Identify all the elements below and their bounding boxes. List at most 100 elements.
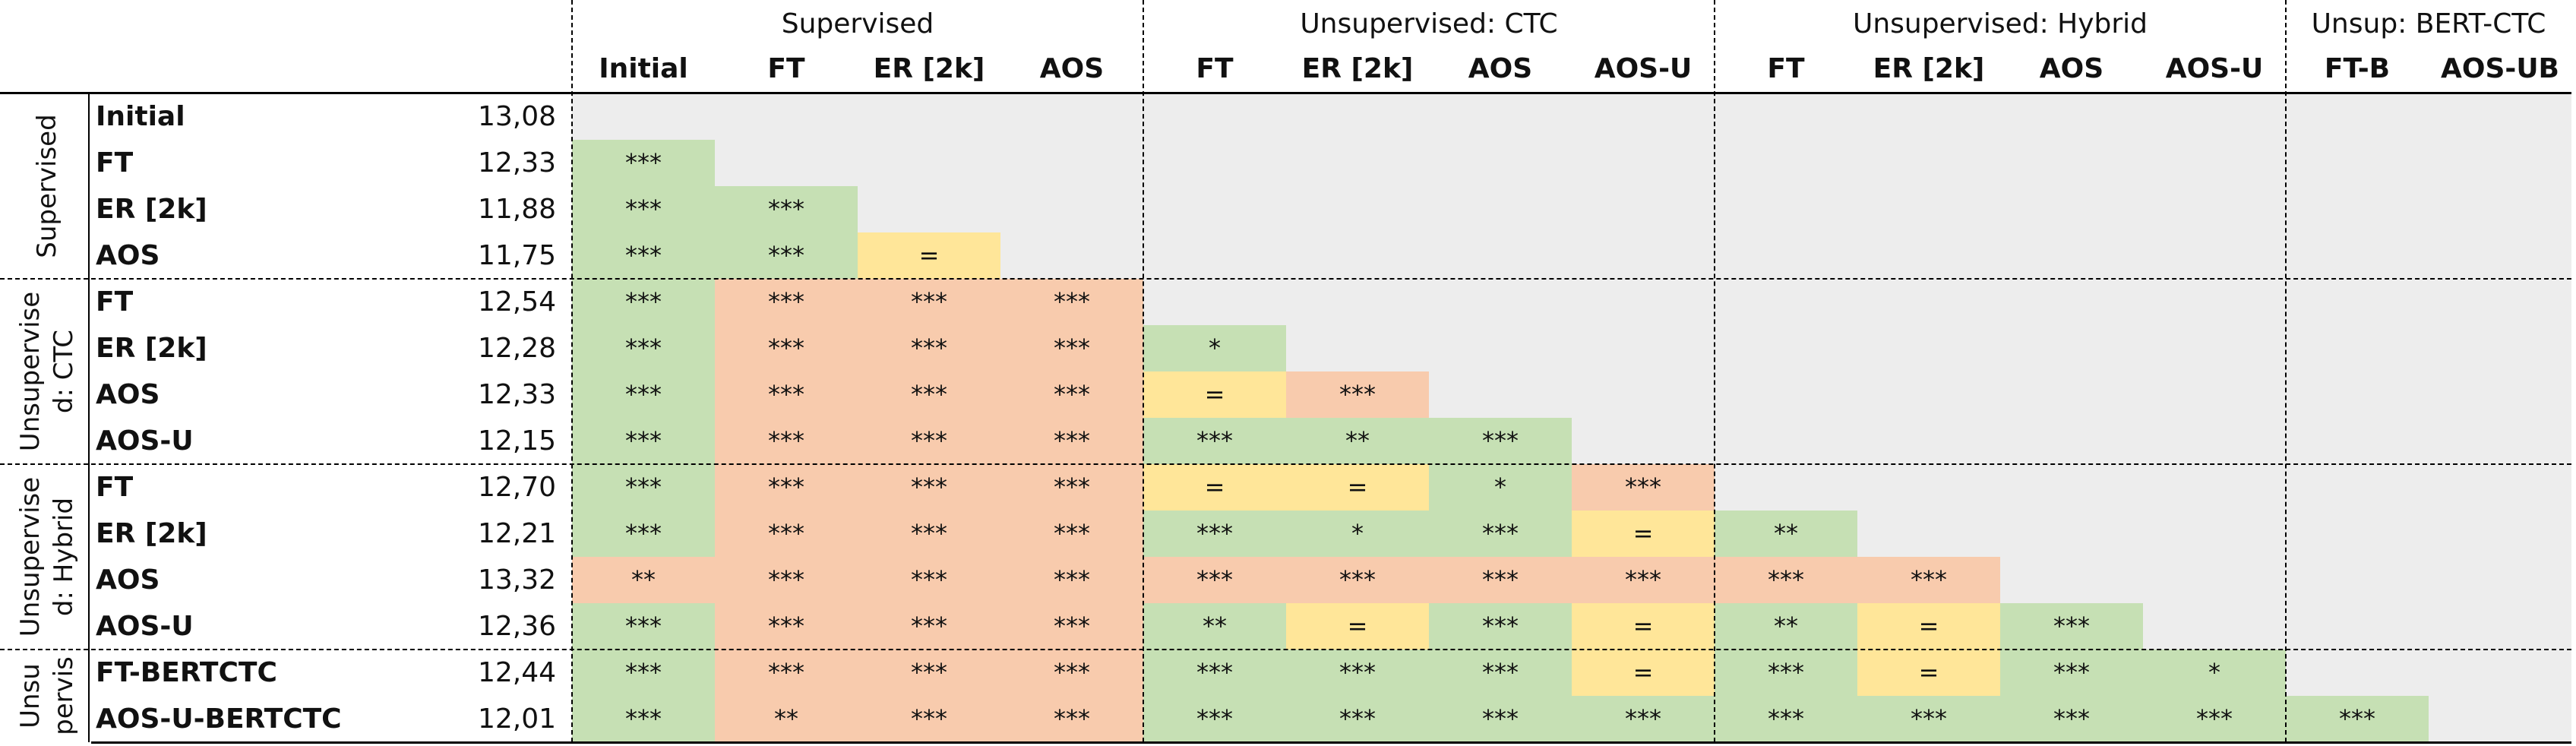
significance-cell: = — [1857, 650, 2000, 696]
row-label: AOS-U — [96, 425, 194, 457]
row-group-label: Supervised — [32, 114, 62, 258]
significance-cell: *** — [715, 371, 858, 418]
row-label: ER [2k] — [96, 194, 207, 225]
significance-cell: *** — [1286, 650, 1429, 696]
row-value: 11,75 — [477, 240, 556, 271]
significance-cell: ** — [1715, 603, 1857, 650]
column-header: FT — [1196, 53, 1234, 84]
significance-cell: *** — [1286, 371, 1429, 418]
significance-cell: *** — [1429, 418, 1572, 464]
row-label: FT — [96, 286, 134, 318]
significance-cell: *** — [572, 511, 715, 557]
row-value: 12,70 — [477, 472, 556, 503]
group-separator-horizontal — [0, 463, 2571, 465]
column-group-header: Unsupervised: CTC — [1300, 8, 1558, 40]
significance-cell: *** — [1000, 418, 1143, 464]
row-value: 12,21 — [477, 518, 556, 549]
row-group-label: Unsupervise d: CTC — [15, 291, 79, 452]
significance-cell: *** — [715, 603, 858, 650]
significance-cell: *** — [1572, 696, 1715, 742]
significance-cell: ** — [1286, 418, 1429, 464]
significance-cell: *** — [858, 371, 1000, 418]
significance-cell: *** — [715, 325, 858, 371]
significance-cell: *** — [572, 140, 715, 186]
label-divider — [88, 93, 90, 742]
significance-cell: * — [1429, 464, 1572, 511]
significance-cell: *** — [1000, 325, 1143, 371]
row-value: 11,88 — [477, 194, 556, 225]
significance-cell: *** — [858, 464, 1000, 511]
significance-cell: *** — [715, 232, 858, 279]
significance-cell: *** — [1000, 371, 1143, 418]
row-value: 12,15 — [477, 425, 556, 457]
group-separator-vertical — [2285, 0, 2287, 742]
significance-cell: * — [2143, 650, 2286, 696]
significance-cell: *** — [858, 650, 1000, 696]
row-value: 12,28 — [477, 333, 556, 364]
significance-cell: ** — [572, 557, 715, 603]
column-header: AOS — [1468, 53, 1533, 84]
column-header: ER [2k] — [1301, 53, 1414, 84]
row-value: 12,44 — [477, 657, 556, 688]
significance-cell: *** — [1429, 511, 1572, 557]
significance-cell: *** — [1429, 696, 1572, 742]
column-header: AOS-U — [2165, 53, 2264, 84]
group-separator-horizontal — [0, 649, 2571, 650]
row-label: AOS — [96, 240, 160, 271]
significance-cell: *** — [1572, 557, 1715, 603]
significance-cell: *** — [1143, 650, 1286, 696]
significance-cell: *** — [2000, 696, 2143, 742]
significance-cell: *** — [1429, 557, 1572, 603]
significance-cell: = — [1143, 464, 1286, 511]
significance-cell: = — [1572, 511, 1715, 557]
significance-cell: *** — [572, 696, 715, 742]
column-header: AOS — [1039, 53, 1105, 84]
significance-cell: ** — [1143, 603, 1286, 650]
row-label: AOS-U — [96, 611, 194, 642]
row-value: 12,01 — [477, 703, 556, 735]
significance-cell: *** — [858, 325, 1000, 371]
significance-cell: *** — [858, 279, 1000, 325]
significance-cell: *** — [572, 603, 715, 650]
row-group-label: Unsu pervis — [15, 656, 79, 735]
group-separator-vertical — [1143, 0, 1144, 742]
column-header: AOS — [2039, 53, 2104, 84]
significance-cell: *** — [1143, 418, 1286, 464]
column-group-header: Unsup: BERT-CTC — [2311, 8, 2546, 40]
column-header: FT — [767, 53, 805, 84]
row-label: AOS — [96, 564, 160, 596]
significance-cell: *** — [1143, 557, 1286, 603]
significance-cell: *** — [2000, 650, 2143, 696]
row-value: 12,36 — [477, 611, 556, 642]
significance-cell: *** — [858, 511, 1000, 557]
row-label: AOS-U-BERTCTC — [96, 703, 342, 735]
significance-cell: = — [1286, 603, 1429, 650]
significance-cell: *** — [715, 557, 858, 603]
row-label: FT — [96, 147, 134, 179]
header-rule — [0, 92, 2571, 94]
significance-cell: *** — [1000, 557, 1143, 603]
significance-cell: *** — [1000, 464, 1143, 511]
significance-cell: *** — [715, 279, 858, 325]
significance-cell: *** — [1572, 464, 1715, 511]
significance-cell: *** — [572, 418, 715, 464]
significance-cell: = — [1572, 603, 1715, 650]
significance-cell: *** — [1715, 650, 1857, 696]
significance-cell: *** — [1000, 650, 1143, 696]
column-group-header: Unsupervised: Hybrid — [1852, 8, 2148, 40]
significance-cell: * — [1286, 511, 1429, 557]
column-header: Initial — [599, 53, 688, 84]
significance-cell: * — [1143, 325, 1286, 371]
significance-cell: ** — [715, 696, 858, 742]
significance-cell: *** — [858, 418, 1000, 464]
significance-cell: *** — [1000, 511, 1143, 557]
significance-cell: *** — [715, 511, 858, 557]
significance-cell: *** — [572, 232, 715, 279]
group-separator-horizontal — [0, 278, 2571, 280]
significance-cell: *** — [1143, 696, 1286, 742]
significance-cell: *** — [1429, 650, 1572, 696]
significance-cell: *** — [1000, 279, 1143, 325]
group-separator-vertical — [571, 0, 573, 742]
column-header: ER [2k] — [1873, 53, 1985, 84]
significance-cell: *** — [1286, 696, 1429, 742]
